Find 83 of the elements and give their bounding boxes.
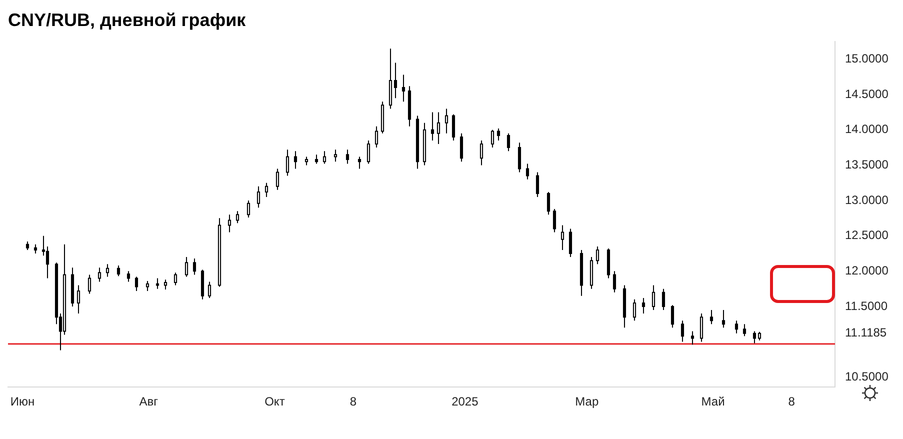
candlestick xyxy=(358,156,362,170)
candlestick xyxy=(596,246,600,265)
candlestick xyxy=(612,270,616,293)
candlestick xyxy=(632,298,636,322)
candlestick xyxy=(490,129,494,148)
candlestick xyxy=(700,313,704,342)
candlestick xyxy=(430,112,434,141)
candlestick xyxy=(506,132,510,152)
x-tick-label: Авг xyxy=(139,394,159,409)
candlestick xyxy=(662,288,666,311)
x-tick-label: 8 xyxy=(788,394,796,409)
candlestick xyxy=(680,320,684,342)
candlestick xyxy=(690,330,694,346)
candlestick xyxy=(256,186,260,208)
candlestick xyxy=(560,224,564,250)
candlestick xyxy=(314,154,318,164)
candlestick xyxy=(286,149,290,176)
candlestick xyxy=(436,112,440,145)
candlestick xyxy=(346,149,350,164)
y-tick-label: 13.5000 xyxy=(845,158,889,172)
candlestick xyxy=(568,228,572,258)
candlestick xyxy=(146,280,150,292)
chart-title: CNY/RUB, дневной график xyxy=(8,10,247,30)
x-tick-label: Май xyxy=(701,394,725,409)
candlestick xyxy=(460,132,464,162)
candlestick xyxy=(444,108,448,134)
candlestick xyxy=(552,208,556,233)
candlestick xyxy=(116,265,120,277)
candlestick xyxy=(34,244,38,254)
candlestick xyxy=(710,310,714,325)
candlestick xyxy=(236,210,240,224)
candlestick xyxy=(536,172,540,198)
candlestick xyxy=(402,74,406,102)
candlestick xyxy=(184,256,188,278)
x-tick-label: 8 xyxy=(350,394,357,409)
candlestick xyxy=(46,246,50,279)
y-tick-label: 11.5000 xyxy=(845,298,888,313)
candlestick xyxy=(670,304,674,328)
candlestick xyxy=(334,149,338,162)
candlestick xyxy=(294,150,298,170)
candlestick xyxy=(126,270,130,282)
candlestick xyxy=(480,140,484,166)
y-tick-label: 15.0000 xyxy=(845,52,889,66)
candlestick xyxy=(322,150,326,164)
candlestick xyxy=(106,264,110,278)
x-tick-label: Мар xyxy=(575,394,599,409)
candlestick xyxy=(192,258,196,276)
y-tick-label: 11.1185 xyxy=(845,326,887,340)
candlestick xyxy=(452,114,456,141)
candlestick xyxy=(208,281,212,298)
candlestick xyxy=(88,274,92,294)
candlestick xyxy=(734,320,738,334)
candlestick xyxy=(518,142,522,173)
y-tick-label: 13.0000 xyxy=(845,192,889,207)
candlestick xyxy=(228,214,232,233)
candlestick xyxy=(394,62,398,99)
candlestick xyxy=(276,168,280,190)
candlestick xyxy=(156,278,160,290)
candlestick xyxy=(246,200,250,218)
candlestick xyxy=(722,310,726,328)
x-tick-label: 2025 xyxy=(452,394,479,409)
candlestick xyxy=(366,140,370,164)
candlestick xyxy=(742,324,746,337)
candlestick xyxy=(164,279,168,290)
candlestick xyxy=(134,276,138,292)
candlestick xyxy=(526,163,530,180)
candlestick xyxy=(374,126,378,148)
candlestick xyxy=(652,284,656,311)
x-tick-label: Июн xyxy=(10,394,35,409)
candlestick xyxy=(546,192,550,216)
candlestick xyxy=(98,267,102,282)
y-tick-label: 14.0000 xyxy=(845,122,889,136)
y-tick-label: 10.5000 xyxy=(845,369,889,384)
candlestick xyxy=(174,272,178,286)
y-tick-label: 12.0000 xyxy=(845,263,889,278)
y-tick-label: 14.5000 xyxy=(845,86,889,101)
candlestick xyxy=(264,182,268,198)
candlestick xyxy=(76,284,80,314)
candlestick xyxy=(496,128,500,141)
candlestick xyxy=(642,298,646,314)
candlestick xyxy=(752,330,756,344)
y-tick-label: 12.5000 xyxy=(845,228,889,242)
x-tick-label: Окт xyxy=(264,394,286,409)
